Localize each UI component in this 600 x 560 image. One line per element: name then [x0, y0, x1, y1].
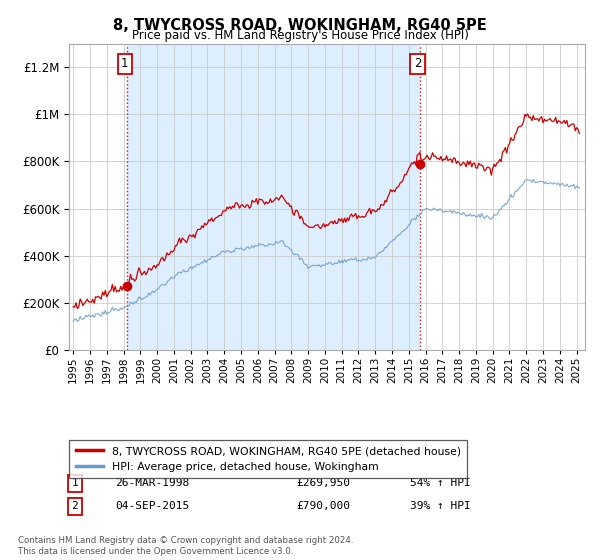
- Text: £269,950: £269,950: [296, 478, 350, 488]
- Text: 26-MAR-1998: 26-MAR-1998: [115, 478, 190, 488]
- Bar: [127, 44, 420, 350]
- Text: £790,000: £790,000: [296, 501, 350, 511]
- Text: 04-SEP-2015: 04-SEP-2015: [115, 501, 190, 511]
- Text: 54% ↑ HPI: 54% ↑ HPI: [410, 478, 470, 488]
- Legend: 8, TWYCROSS ROAD, WOKINGHAM, RG40 5PE (detached house), HPI: Average price, deta: 8, TWYCROSS ROAD, WOKINGHAM, RG40 5PE (d…: [69, 440, 467, 478]
- Text: Price paid vs. HM Land Registry's House Price Index (HPI): Price paid vs. HM Land Registry's House …: [131, 29, 469, 42]
- Text: 2: 2: [71, 501, 79, 511]
- Text: Contains HM Land Registry data © Crown copyright and database right 2024.
This d: Contains HM Land Registry data © Crown c…: [18, 536, 353, 556]
- Text: 8, TWYCROSS ROAD, WOKINGHAM, RG40 5PE: 8, TWYCROSS ROAD, WOKINGHAM, RG40 5PE: [113, 18, 487, 33]
- Text: 2: 2: [414, 58, 421, 71]
- Text: 39% ↑ HPI: 39% ↑ HPI: [410, 501, 470, 511]
- Text: 1: 1: [71, 478, 79, 488]
- Text: 1: 1: [121, 58, 128, 71]
